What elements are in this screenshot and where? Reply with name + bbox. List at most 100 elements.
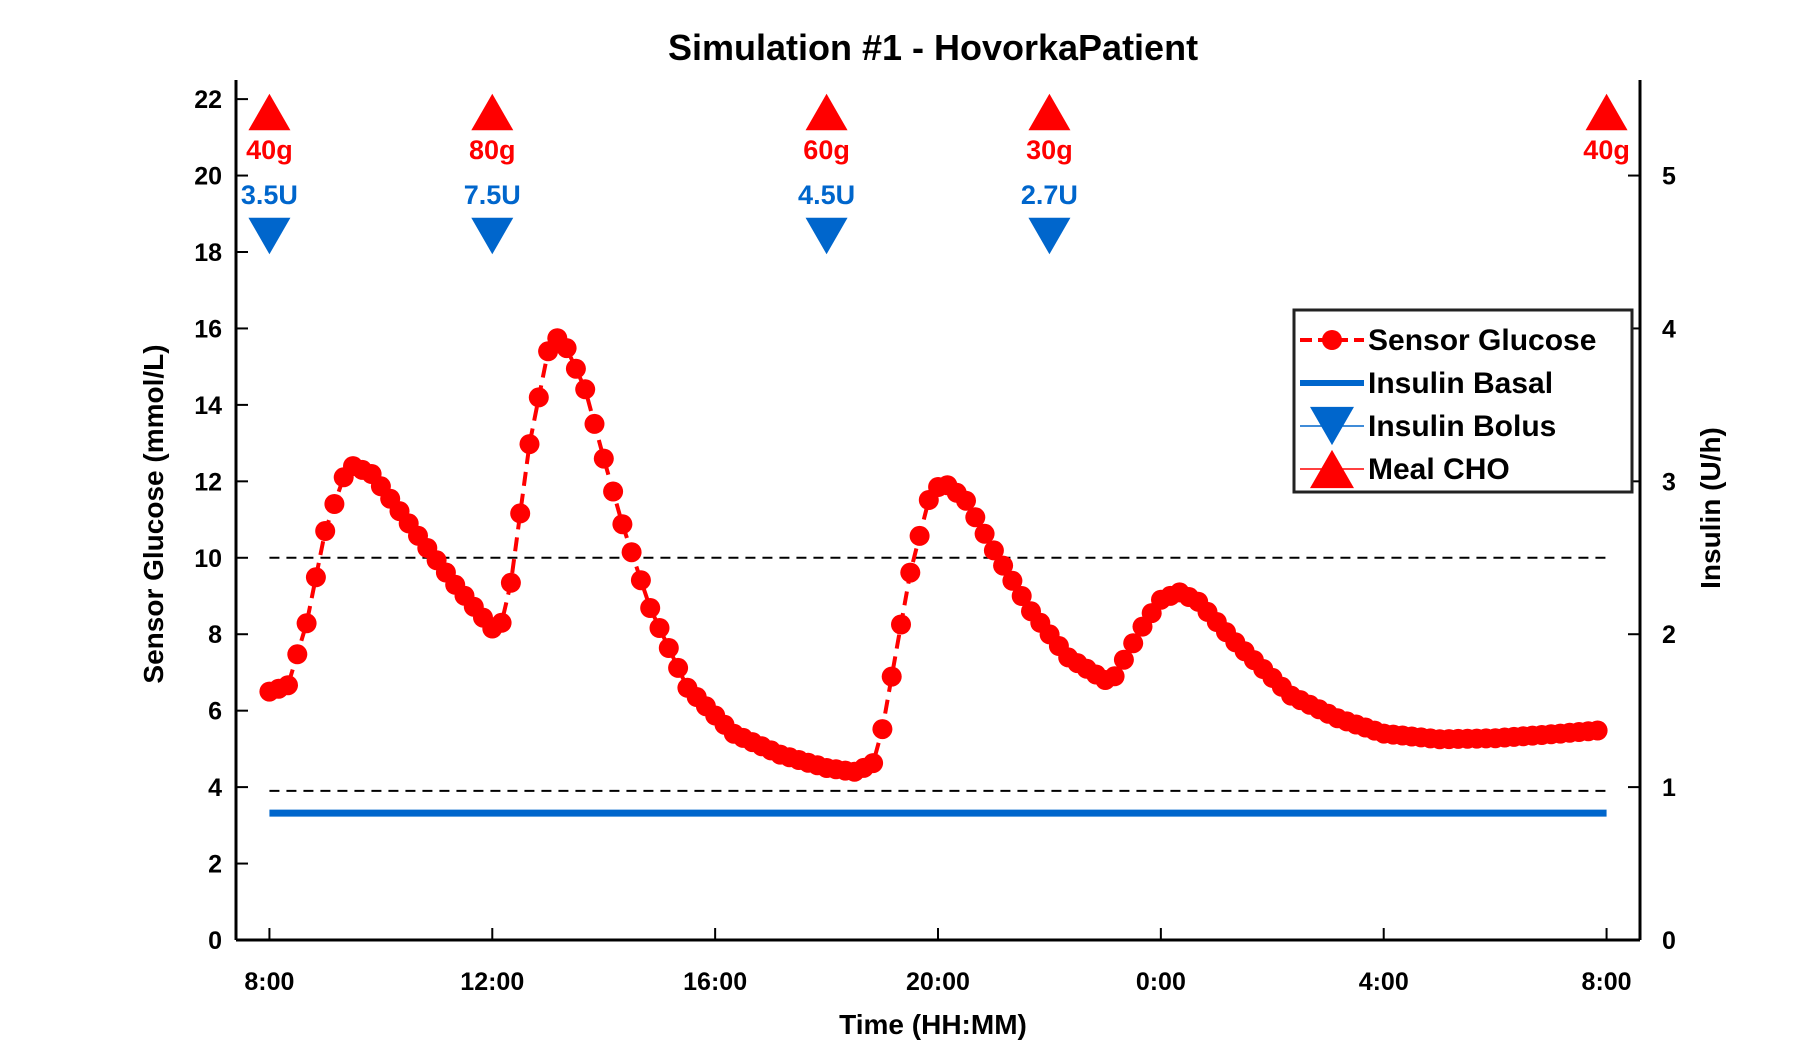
y2-tick-label-2: 2 bbox=[1662, 621, 1676, 649]
y-tick-label-11: 22 bbox=[194, 86, 222, 114]
x-tick-label-6: 8:00 bbox=[1582, 968, 1632, 996]
y-tick-label-5: 10 bbox=[194, 545, 222, 573]
glucose-point-42 bbox=[649, 618, 670, 638]
y2-tick-label-0: 0 bbox=[1662, 927, 1676, 955]
glucose-point-81 bbox=[1011, 586, 1032, 606]
glucose-point-75 bbox=[956, 490, 976, 511]
y-tick-label-4: 8 bbox=[208, 621, 222, 649]
meal-label-4: 40g bbox=[1583, 135, 1630, 165]
glucose-point-78 bbox=[983, 540, 1004, 561]
x-tick-label-2: 16:00 bbox=[683, 968, 747, 996]
glucose-point-34 bbox=[575, 379, 596, 400]
y-tick-label-0: 0 bbox=[208, 927, 222, 955]
glucose-point-67 bbox=[881, 666, 902, 687]
meal-label-3: 30g bbox=[1026, 135, 1073, 165]
legend: Sensor Glucose Insulin Basal Insulin Bolus… bbox=[1292, 308, 1634, 494]
y-tick-label-6: 12 bbox=[194, 468, 222, 496]
bolus-label-1: 7.5U bbox=[464, 180, 521, 210]
glucose-point-70 bbox=[909, 525, 930, 546]
x-tick-label-1: 12:00 bbox=[460, 968, 524, 996]
x-tick-label-0: 8:00 bbox=[244, 968, 294, 996]
y-tick-label-8: 16 bbox=[194, 315, 222, 343]
glucose-point-41 bbox=[640, 598, 661, 618]
glucose-point-6 bbox=[315, 521, 336, 541]
glucose-point-2 bbox=[278, 675, 298, 696]
meal-marker-2 bbox=[805, 93, 848, 131]
meal-label-2: 60g bbox=[803, 135, 850, 165]
y-tick-label-10: 20 bbox=[194, 163, 222, 191]
threshold-lines bbox=[269, 556, 1607, 792]
x-axis-label: Time (HH:MM) bbox=[839, 1009, 1027, 1040]
glucose-point-26 bbox=[500, 572, 521, 593]
legend-swatch-bolus-marker bbox=[1310, 406, 1354, 446]
legend-box bbox=[1292, 308, 1634, 494]
glucose-point-39 bbox=[621, 542, 642, 563]
y-tick-label-7: 14 bbox=[194, 392, 222, 420]
glucose-point-36 bbox=[593, 448, 614, 469]
y-axis-label: Sensor Glucose (mmol/L) bbox=[138, 344, 169, 683]
glucose-point-25 bbox=[491, 612, 512, 633]
meal-marker-4 bbox=[1585, 93, 1628, 131]
y-tick-label-9: 18 bbox=[194, 239, 222, 267]
y2-tick-label-1: 1 bbox=[1662, 774, 1676, 802]
glucose-point-33 bbox=[565, 358, 586, 379]
meal-marker-0 bbox=[248, 93, 291, 131]
glucose-point-28 bbox=[519, 434, 540, 455]
legend-label-basal: Insulin Basal bbox=[1368, 367, 1553, 400]
meal-and-bolus-annotations: 40g 80g 60g 30g 40g 3.5U 7.5U 4.5U 2.7U bbox=[241, 93, 1630, 255]
glucose-point-27 bbox=[510, 503, 531, 524]
glucose-point-68 bbox=[891, 614, 911, 635]
axes bbox=[234, 80, 1642, 942]
x-tick-label-5: 4:00 bbox=[1359, 968, 1409, 996]
glucose-point-5 bbox=[305, 567, 326, 588]
y-tick-label-3: 6 bbox=[208, 698, 222, 726]
glucose-point-32 bbox=[556, 338, 577, 359]
y2-tick-label-4: 4 bbox=[1662, 315, 1676, 343]
bolus-marker-3 bbox=[1028, 217, 1071, 255]
glucose-point-35 bbox=[584, 413, 605, 434]
glucose-point-143 bbox=[1587, 720, 1608, 741]
glucose-point-76 bbox=[965, 507, 986, 528]
x-tick-label-4: 0:00 bbox=[1136, 968, 1186, 996]
glucose-point-37 bbox=[603, 481, 624, 502]
y2-tick-label-3: 3 bbox=[1662, 468, 1676, 496]
glucose-point-3 bbox=[287, 644, 308, 665]
glucose-point-29 bbox=[528, 387, 549, 408]
glucose-point-92 bbox=[1113, 649, 1134, 670]
legend-swatch-glucose-dot bbox=[1322, 330, 1342, 350]
glucose-point-91 bbox=[1104, 666, 1125, 687]
glucose-point-65 bbox=[863, 753, 884, 774]
glucose-point-79 bbox=[993, 555, 1014, 576]
meal-label-0: 40g bbox=[246, 135, 293, 165]
meal-marker-3 bbox=[1028, 93, 1071, 131]
bolus-label-0: 3.5U bbox=[241, 180, 298, 210]
bolus-label-2: 4.5U bbox=[798, 180, 855, 210]
sensor-glucose-series bbox=[259, 328, 1608, 782]
meal-label-1: 80g bbox=[469, 135, 516, 165]
glucose-point-43 bbox=[658, 638, 679, 658]
glucose-point-44 bbox=[668, 657, 689, 678]
legend-label-bolus: Insulin Bolus bbox=[1368, 410, 1556, 443]
glucose-point-80 bbox=[1002, 570, 1023, 591]
legend-swatch-meal-marker bbox=[1310, 449, 1354, 489]
tick-labels: 8:00 12:00 16:00 20:00 0:00 4:00 8:00024681012… bbox=[194, 86, 1676, 996]
glucose-point-40 bbox=[630, 570, 651, 591]
y2-tick-label-5: 5 bbox=[1662, 163, 1676, 191]
glucose-point-38 bbox=[612, 514, 633, 535]
bolus-label-3: 2.7U bbox=[1021, 180, 1078, 210]
x-tick-label-3: 20:00 bbox=[906, 968, 970, 996]
glucose-point-93 bbox=[1123, 633, 1144, 654]
y-tick-label-1: 2 bbox=[208, 851, 222, 879]
legend-label-glucose: Sensor Glucose bbox=[1368, 324, 1596, 357]
glucose-point-66 bbox=[872, 719, 893, 740]
bolus-marker-0 bbox=[248, 217, 291, 255]
y-tick-label-2: 4 bbox=[208, 774, 222, 802]
glucose-point-69 bbox=[900, 562, 921, 583]
meal-marker-1 bbox=[471, 93, 514, 131]
glucose-point-4 bbox=[296, 613, 317, 634]
y2-axis-label: Insulin (U/h) bbox=[1695, 427, 1726, 589]
chart-title: Simulation #1 - HovorkaPatient bbox=[668, 27, 1198, 68]
bolus-marker-2 bbox=[805, 217, 848, 255]
glucose-point-7 bbox=[324, 494, 345, 514]
